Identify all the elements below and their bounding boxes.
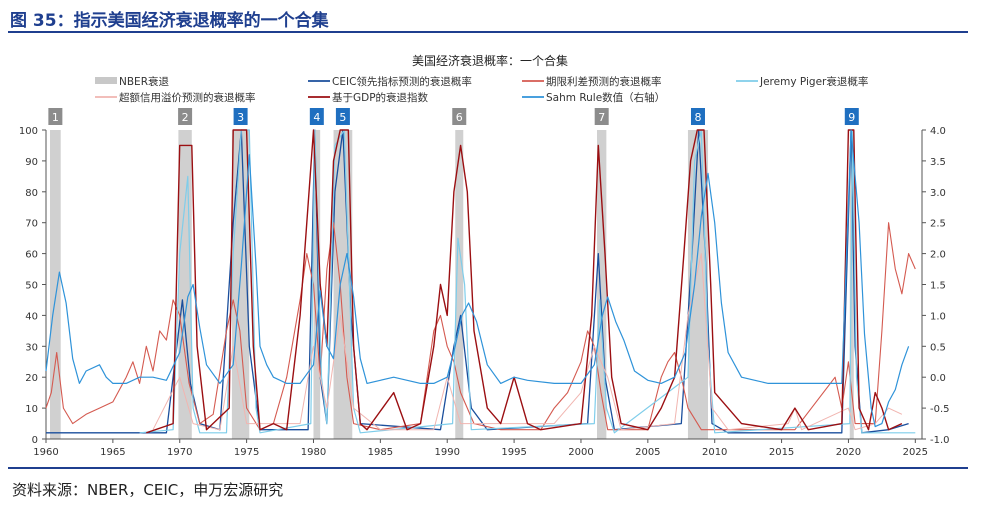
- recession-badge-9: [844, 108, 859, 125]
- recession-badge-4: [309, 108, 324, 125]
- recession-band-1: [50, 130, 61, 439]
- legend-label-5: 基于GDP的衰退指数: [332, 91, 429, 104]
- y-left-tick-label-100: 100: [19, 126, 38, 137]
- recession-badge-label-8: 8: [694, 111, 701, 124]
- legend: NBER衰退 CEIC领先指标预测的衰退概率 期限利差预测的衰退概率 Jeremy P…: [95, 75, 868, 104]
- y-left-tick-label-0: 0: [32, 435, 38, 446]
- y-right-tick-label-0.5: 0.5: [930, 342, 946, 353]
- source-note: 资料来源：NBER，CEIC，申万宏源研究: [12, 481, 284, 499]
- y-right-tick-label-3.5: 3.5: [930, 157, 946, 168]
- x-tick-label-1980: 1980: [301, 447, 326, 458]
- legend-label-4: 超额信用溢价预测的衰退概率: [119, 91, 256, 104]
- y-left-tick-label-50: 50: [25, 281, 38, 292]
- y-right-tick-label-1.5: 1.5: [930, 281, 946, 292]
- x-tick-label-1975: 1975: [234, 447, 259, 458]
- y-right-tick-label-1.0: 1.0: [930, 311, 946, 322]
- recession-band-6: [455, 130, 464, 439]
- x-tick-label-2005: 2005: [635, 447, 660, 458]
- x-tick-label-2015: 2015: [769, 447, 794, 458]
- y-right-tick-label-2.5: 2.5: [930, 219, 946, 230]
- y-left-tick-label-80: 80: [25, 188, 38, 199]
- y-right-tick-label-3.0: 3.0: [930, 188, 946, 199]
- y-left-tick-label-10: 10: [25, 404, 38, 415]
- y-right-tick-label--0.5: -0.5: [930, 404, 950, 415]
- x-tick-label-1985: 1985: [368, 447, 393, 458]
- recession-badge-label-1: 1: [52, 111, 59, 124]
- recession-band-7: [597, 130, 607, 439]
- y-left-tick-label-90: 90: [25, 157, 38, 168]
- y-left-tick-label-30: 30: [25, 342, 38, 353]
- y-left-tick-label-40: 40: [25, 311, 38, 322]
- series-line-piger: [139, 129, 916, 434]
- series-line-credit: [152, 253, 903, 431]
- legend-label-1: CEIC领先指标预测的衰退概率: [332, 75, 472, 88]
- bottom-rule: [8, 467, 968, 469]
- legend-label-3: Jeremy Piger衰退概率: [759, 75, 868, 88]
- legend-swatch-nber: [95, 77, 117, 84]
- legend-label-6: Sahm Rule数值（右轴）: [546, 91, 665, 104]
- series-lines: [45, 129, 916, 434]
- recession-badge-label-6: 6: [456, 111, 463, 124]
- x-tick-label-2000: 2000: [568, 447, 593, 458]
- x-tick-label-2025: 2025: [903, 447, 928, 458]
- recession-badge-5: [335, 108, 350, 125]
- y-right-tick-label--1.0: -1.0: [930, 435, 950, 446]
- series-line-gdp: [146, 129, 903, 434]
- recession-badge-label-4: 4: [313, 111, 320, 124]
- recession-badge-3: [233, 108, 248, 125]
- x-tick-label-2010: 2010: [702, 447, 727, 458]
- y-right-tick-label-0.0: 0.0: [930, 373, 946, 384]
- x-tick-label-1970: 1970: [167, 447, 192, 458]
- y-right-tick-label-4.0: 4.0: [930, 126, 946, 137]
- y-right-tick-label-2.0: 2.0: [930, 250, 946, 261]
- series-line-spread: [45, 222, 916, 431]
- series-line-sahm: [45, 129, 910, 428]
- recession-badge-1: [48, 108, 63, 125]
- y-left-tick-label-20: 20: [25, 373, 38, 384]
- series-line-ceic: [46, 129, 909, 434]
- legend-label-0: NBER衰退: [119, 75, 169, 88]
- chart-title: 美国经济衰退概率：一个合集: [412, 53, 568, 68]
- top-rule: [8, 31, 968, 33]
- recession-badge-2: [178, 108, 193, 125]
- recession-badge-label-5: 5: [339, 111, 346, 124]
- x-tick-label-1990: 1990: [434, 447, 459, 458]
- x-tick-label-1995: 1995: [501, 447, 526, 458]
- recession-badge-7: [594, 108, 609, 125]
- recession-band-5: [333, 130, 353, 439]
- x-tick-label-1960: 1960: [33, 447, 58, 458]
- figure-title: 图 35：指示美国经济衰退概率的一个合集: [10, 11, 329, 31]
- y-left-tick-label-70: 70: [25, 219, 38, 230]
- recession-badge-label-2: 2: [182, 111, 189, 124]
- x-tick-label-1965: 1965: [100, 447, 125, 458]
- x-tick-label-2020: 2020: [836, 447, 861, 458]
- recession-badge-8: [690, 108, 705, 125]
- recession-band-4: [313, 130, 321, 439]
- y-left-tick-label-60: 60: [25, 250, 38, 261]
- axes: 1960 1965 1970 1975 1980 1985 1990 1995 2000 2005…: [19, 126, 950, 458]
- recession-badge-label-9: 9: [848, 111, 855, 124]
- recession-band-9: [849, 130, 854, 439]
- recession-badge-label-3: 3: [237, 111, 244, 124]
- legend-label-2: 期限利差预测的衰退概率: [546, 75, 662, 88]
- recession-badge-6: [452, 108, 467, 125]
- recession-badge-label-7: 7: [598, 111, 605, 124]
